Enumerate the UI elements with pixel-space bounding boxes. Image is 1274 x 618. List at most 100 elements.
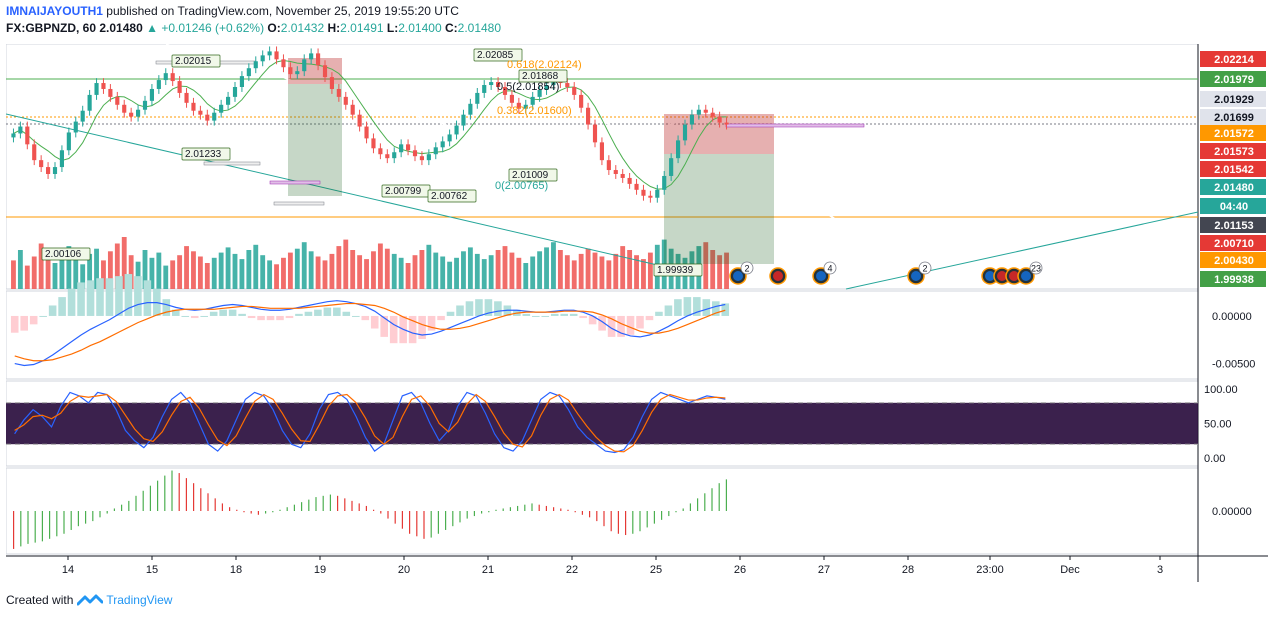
candle-body <box>599 142 604 161</box>
candle <box>364 121 369 144</box>
volume-bar <box>142 250 148 289</box>
volume-bar <box>419 250 425 289</box>
candle <box>115 91 120 110</box>
volume-bar <box>710 250 716 289</box>
candle <box>136 104 141 122</box>
chart-svg[interactable]: 14 15 18 19 20 21 22 25 26 27 28 23:00 Dec 32.020152.… <box>5 43 1268 582</box>
time-tick-label: 25 <box>650 564 662 576</box>
trend-line <box>165 43 507 143</box>
volume-bar <box>495 250 501 289</box>
last-price: 2.01480 <box>99 21 143 35</box>
candle-body <box>136 109 141 117</box>
candle-body <box>634 183 639 190</box>
ohlc-line: FX:GBPNZD, 60 2.01480 ▲ +0.01246 (+0.62%… <box>6 21 501 35</box>
macd-histogram-bar <box>380 315 388 337</box>
candle <box>184 87 189 108</box>
symbol-label: FX:GBPNZD, 60 <box>6 21 97 35</box>
candle-body <box>295 71 300 75</box>
macd-histogram-bar <box>712 301 720 316</box>
candle-body <box>108 88 113 97</box>
candle <box>156 75 161 94</box>
candle-body <box>101 83 106 89</box>
candle-body <box>440 141 445 148</box>
price-annotation: 2.02015 <box>171 54 221 68</box>
annotation-label: 0.5(2.01854) <box>497 81 559 93</box>
candle <box>212 107 217 126</box>
candle <box>696 104 701 120</box>
price-annotation: 2.01233 <box>181 147 231 161</box>
candle-body <box>385 154 390 159</box>
macd-histogram-bar <box>333 307 341 316</box>
candle-body <box>406 144 411 151</box>
candle-body <box>18 126 23 134</box>
stoch-d-line <box>14 393 726 453</box>
macd-histogram-bar <box>702 299 711 316</box>
volume-bar <box>530 256 536 289</box>
volume-bar <box>606 260 612 289</box>
volume-bar <box>329 253 335 289</box>
chart-area[interactable]: 14 15 18 19 20 21 22 25 26 27 28 23:00 Dec 3 2.02015 2.… <box>5 43 1268 582</box>
price-scale-label: 2.01153 <box>1200 217 1266 233</box>
price-label-text: 2.01572 <box>1214 128 1254 140</box>
candle-body <box>399 144 404 153</box>
annotation-label: 1.99939 <box>657 265 694 276</box>
candle-body <box>170 73 175 82</box>
flag-icon <box>773 271 783 281</box>
candle <box>676 135 681 164</box>
macd-histogram-bar <box>266 315 275 321</box>
macd-histogram-bar <box>247 315 256 319</box>
candle-body <box>724 122 729 125</box>
macd-histogram-bar <box>67 288 76 316</box>
candle-body <box>676 140 681 159</box>
candle <box>454 120 459 140</box>
macd-histogram-bar <box>352 315 360 317</box>
event-count-bubble <box>740 261 754 275</box>
volume-bar <box>66 246 72 289</box>
candle <box>11 128 16 143</box>
price-annotation: 2.02085 <box>473 48 523 62</box>
annotation-box <box>181 147 231 161</box>
volume-bar <box>184 246 189 289</box>
candle <box>322 60 328 83</box>
candle <box>703 104 708 118</box>
volume-bar <box>578 253 584 289</box>
author-name[interactable]: IMNAIJAYOUTH1 <box>6 4 103 18</box>
candle <box>163 68 168 86</box>
candle-body <box>433 147 438 155</box>
macd-histogram-bar <box>285 315 294 319</box>
macd-histogram-bar <box>342 311 351 316</box>
macd-histogram-bar <box>105 278 114 316</box>
moving-average-line <box>13 59 727 190</box>
price-label-text: 2.01480 <box>1214 182 1254 194</box>
candle-body <box>606 160 611 171</box>
candle-body <box>281 59 286 68</box>
candle <box>267 46 272 61</box>
candle <box>32 139 37 166</box>
annotation-box <box>427 189 477 203</box>
volume-bar <box>377 243 383 289</box>
candle-body <box>461 114 466 126</box>
macd-histogram-bar <box>456 305 464 316</box>
volume-bar <box>260 255 266 289</box>
volume-bar <box>177 255 183 289</box>
candle <box>281 54 286 73</box>
low-label: L: <box>386 21 399 35</box>
candle <box>634 178 639 195</box>
macd-histogram-bar <box>295 313 303 316</box>
tradingview-brand[interactable]: TradingView <box>77 593 172 607</box>
volume-bar <box>315 256 321 289</box>
trend-line <box>435 47 567 93</box>
annotation-label: 0.382(2.01600) <box>497 105 572 117</box>
candle <box>198 105 203 120</box>
event-count: 4 <box>823 261 837 275</box>
chart-background <box>6 44 1268 582</box>
candle-body <box>219 104 224 113</box>
volume-bar <box>557 250 563 289</box>
annotation-label: 2.00799 <box>385 186 422 197</box>
candle-body <box>523 104 528 109</box>
candle-body <box>696 109 701 115</box>
volume-bar <box>149 257 155 289</box>
volume-bar <box>101 260 106 289</box>
time-tick-label: 23:00 <box>976 564 1004 576</box>
candle-body <box>419 156 424 161</box>
